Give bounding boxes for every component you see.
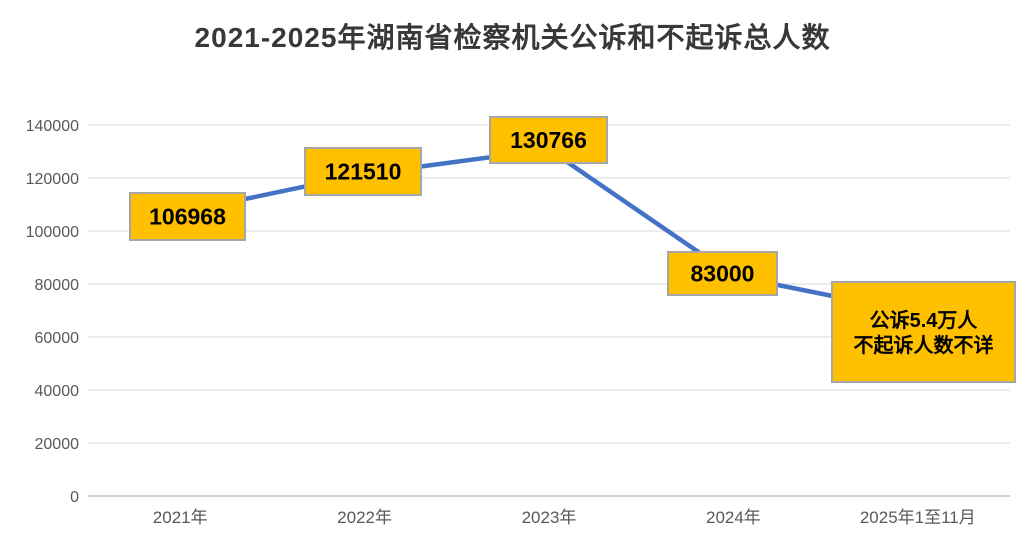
y-axis-tick-label: 40000	[35, 383, 80, 400]
x-axis-tick-label: 2023年	[522, 508, 577, 527]
data-label-value: 106968	[149, 204, 226, 230]
data-label-box	[831, 281, 1016, 383]
data-label-value: 121510	[325, 159, 402, 185]
y-axis-tick-label: 20000	[35, 436, 80, 453]
y-axis-tick-label: 60000	[35, 330, 80, 347]
x-axis-tick-label: 2021年	[153, 508, 208, 527]
data-label-box	[667, 251, 778, 296]
x-axis-tick-label: 2022年	[337, 508, 392, 527]
data-label-box	[489, 116, 608, 164]
y-axis-tick-label: 0	[70, 489, 79, 506]
data-label-value: 83000	[691, 261, 755, 287]
data-label-box	[129, 192, 246, 241]
chart-title: 2021-2025年湖南省检察机关公诉和不起诉总人数	[194, 22, 831, 53]
data-label-value: 130766	[510, 127, 587, 153]
annotation-line: 公诉5.4万人	[870, 308, 979, 332]
y-axis-tick-label: 80000	[35, 277, 80, 294]
y-axis-tick-label: 120000	[26, 171, 79, 188]
data-label-annotation: 公诉5.4万人不起诉人数不详	[854, 308, 994, 357]
annotation-line: 不起诉人数不详	[854, 333, 994, 357]
data-label-box	[304, 147, 422, 196]
x-axis-tick-label: 2025年1至11月	[860, 508, 976, 527]
y-axis-tick-label: 100000	[26, 224, 79, 241]
y-axis-tick-label: 140000	[26, 118, 79, 135]
x-axis-tick-label: 2024年	[706, 508, 761, 527]
